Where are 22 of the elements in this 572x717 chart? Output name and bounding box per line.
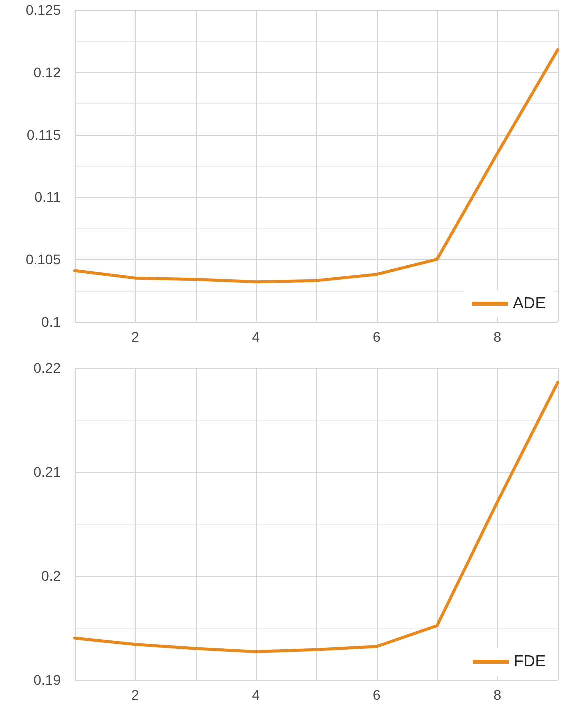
y-tick-label: 0.19 — [34, 672, 62, 688]
y-tick-label: 0.1 — [42, 314, 62, 330]
x-tick-label: 2 — [131, 329, 140, 345]
y-tick-label: 0.105 — [26, 252, 62, 268]
y-tick-label: 0.2 — [42, 568, 62, 584]
y-tick-label: 0.22 — [34, 360, 62, 376]
y-tick-label: 0.21 — [34, 464, 62, 480]
x-tick-label: 6 — [372, 687, 381, 703]
legend-label: ADE — [513, 296, 546, 312]
y-tick-label: 0.115 — [27, 126, 62, 143]
x-tick-label: 8 — [494, 329, 502, 345]
legend-label: FDE — [514, 654, 546, 670]
x-tick-label: 6 — [372, 329, 381, 345]
line-series — [74, 381, 560, 654]
y-tick-label: 0.125 — [26, 2, 62, 18]
x-tick-label: 2 — [131, 687, 140, 703]
line-series — [74, 48, 560, 284]
x-tick-label: 4 — [252, 329, 260, 345]
y-tick-label: 0.11 — [34, 189, 62, 206]
x-tick-label: 8 — [494, 687, 502, 703]
y-tick-label: 0.12 — [34, 64, 62, 80]
x-tick-label: 4 — [252, 687, 260, 703]
